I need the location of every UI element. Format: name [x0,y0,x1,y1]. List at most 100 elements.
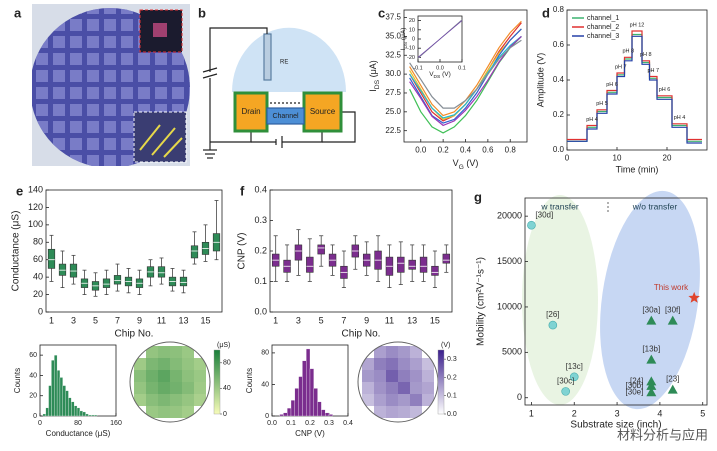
heatmap-cell [398,406,410,418]
point [646,354,657,364]
schematic [202,27,356,159]
heatmap-cell [374,370,386,382]
regions [522,190,700,410]
heatmap-cell [194,394,206,406]
heatmap-cell [386,406,398,418]
colorbar-label: 0.1 [447,393,457,400]
histogram-bar [88,414,92,417]
heatmap-cell [422,358,434,370]
y-axis-label: Counts [245,368,254,393]
y-tick-label: 0.6 [553,40,565,49]
y-axis-label: Amplitude (V) [535,53,545,108]
y-tick-label: 0.0 [254,306,267,316]
y-tick-label: 0 [38,306,43,316]
histogram-bar [313,388,318,417]
heatmap-cell [422,370,434,382]
series-label: This work [654,283,689,292]
heatmap-cell [158,394,170,406]
watermark: 材料分析与应用 [617,427,708,442]
y-tick-label: 20000 [497,211,522,221]
label-part: I [368,89,378,92]
y-tick-label: -20 [407,55,415,61]
colorbar-label: 80 [223,360,231,367]
point-label: [24] [630,377,643,386]
x-tick-label: 5 [93,315,98,325]
histogram-bar [94,414,98,417]
point-label: [30b] [626,381,644,390]
y-tick-label: 80 [261,350,269,357]
heatmap-cell [362,358,374,370]
x-axis-label: CNP (V) [295,429,325,438]
histogram-bar [294,388,299,417]
x-axis-label: Substrate size (inch) [570,420,661,431]
plot-frame [524,197,708,406]
x-tick-label: 15 [200,315,210,325]
heatmap-cell [170,358,182,370]
box [442,253,451,264]
label-part: (V) [440,71,450,78]
histogram-bar [62,385,66,417]
point [688,291,700,303]
x-tick-label: 5 [700,408,705,418]
annotation: pH 7 [615,64,627,70]
histogram-bar [54,354,58,417]
y-tick-label: 25.0 [385,107,401,116]
x-tick-label: 0.8 [505,145,517,154]
annotation: pH 7 [647,68,659,74]
x-tick-label: 1 [273,315,278,325]
annotation: pH 8 [622,49,634,55]
y-tick-label: 27.5 [385,88,401,97]
heatmap-cell [182,346,194,358]
line [567,35,702,144]
heatmap-cell [398,394,410,406]
heatmap-cell [386,394,398,406]
y-tick-label: 37.5 [385,13,401,22]
x-tick-label: 1 [49,315,54,325]
x-tick-label: 5 [319,315,324,325]
histogram-bar [325,412,330,417]
y-tick-label: 0 [33,413,37,420]
y-tick-label: 60 [33,254,43,264]
legend-label: channel_1 [587,15,619,22]
heatmap-cell [134,370,146,382]
x-tick-label: -0.1 [413,65,422,71]
heatmap-cell [422,382,434,394]
histogram-bar [321,409,326,417]
x-tick-label: 3 [296,315,301,325]
x-tick-label: 0.0 [436,65,444,71]
heatmap-cell [182,406,194,418]
y-tick-label: 0 [412,36,415,42]
point [561,387,570,396]
box [47,248,56,269]
box [306,256,314,273]
line [409,39,522,109]
point [667,384,678,394]
box [157,266,166,278]
y-tick-label: 32.5 [385,50,401,59]
label-part: I [400,48,407,50]
point [569,372,579,382]
x-tick-label: 80 [74,420,82,427]
x-tick-label: 160 [110,420,122,427]
x-axis-label: VG (V) [453,158,479,171]
x-tick-label: 11 [157,315,166,325]
histogram-bar [76,407,81,417]
x-tick-label: 13 [407,315,417,325]
heatmap-cell [158,382,170,394]
heatmap-cell [386,370,398,382]
point [646,315,657,325]
wafer-photo [32,4,190,166]
y-tick-label: 120 [28,202,43,212]
histogram-bar [59,377,63,417]
channel-label: Channel [272,113,299,120]
x-tick-label: 3 [615,408,620,418]
x-tick-label: 11 [385,315,394,325]
panel-label: e [16,183,23,198]
heatmap-cell [182,370,194,382]
heatmap-cell [374,394,386,406]
panel-label: b [198,5,206,20]
heatmap-cell [386,382,398,394]
histogram-bar [56,370,61,417]
